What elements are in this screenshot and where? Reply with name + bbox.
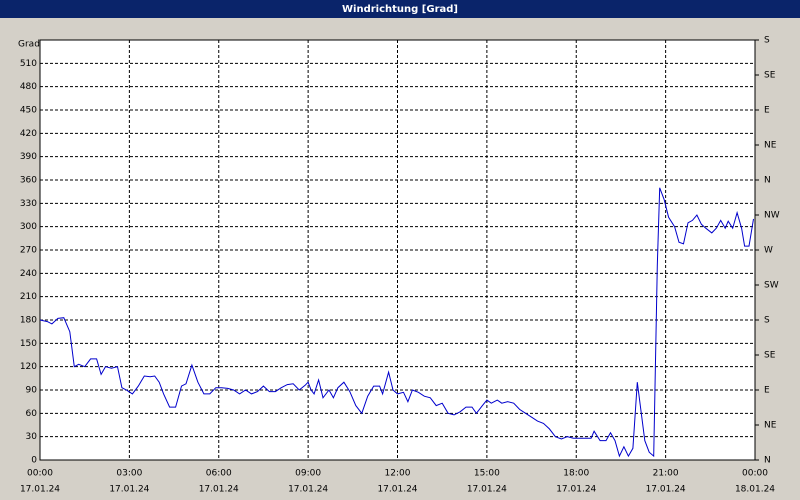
y2-tick-label: SE — [764, 351, 776, 361]
x-tick-date: 17.01.24 — [467, 485, 507, 495]
y-tick-label: 510 — [20, 59, 37, 69]
y2-tick-label: S — [764, 36, 770, 46]
y-tick-label: 0 — [31, 456, 37, 466]
x-tick-label: 06:00 — [206, 469, 232, 479]
y-tick-label: 420 — [20, 129, 37, 139]
x-tick-label: 18:00 — [563, 469, 589, 479]
y2-tick-label: NW — [764, 211, 780, 221]
title-bar — [0, 0, 800, 18]
x-tick-date: 17.01.24 — [646, 485, 686, 495]
x-tick-label: 12:00 — [385, 469, 411, 479]
y2-tick-label: N — [764, 456, 771, 466]
data-line — [39, 187, 754, 458]
y2-tick-label: E — [764, 106, 770, 116]
y-tick-label: 450 — [20, 106, 37, 116]
y2-tick-label: W — [764, 246, 773, 256]
chart-title: Windrichtung [Grad] — [342, 4, 458, 15]
x-tick-label: 00:00 — [27, 469, 53, 479]
y2-tick-label: N — [764, 176, 771, 186]
x-tick-label: 09:00 — [295, 469, 321, 479]
x-tick-label: 21:00 — [653, 469, 679, 479]
y2-tick-label: SE — [764, 71, 776, 81]
y-tick-label: 180 — [20, 316, 37, 326]
y-tick-label: 480 — [20, 82, 37, 92]
y2-tick-label: NE — [764, 141, 777, 151]
y-tick-label: 240 — [20, 269, 37, 279]
x-tick-label: 00:00 — [742, 469, 768, 479]
x-tick-date: 17.01.24 — [288, 485, 328, 495]
y-tick-label: 360 — [20, 176, 37, 186]
y-tick-label: 150 — [20, 339, 37, 349]
y-tick-label: 120 — [20, 362, 37, 372]
y2-tick-label: S — [764, 316, 770, 326]
y-tick-label: 60 — [26, 409, 38, 419]
x-tick-date: 17.01.24 — [377, 485, 417, 495]
x-tick-date: 17.01.24 — [20, 485, 60, 495]
y-tick-label: 30 — [26, 432, 38, 442]
y-tick-label: 270 — [20, 246, 37, 256]
y-tick-label: 390 — [20, 152, 37, 162]
x-tick-date: 17.01.24 — [109, 485, 149, 495]
y2-tick-label: E — [764, 386, 770, 396]
x-tick-date: 17.01.24 — [199, 485, 239, 495]
y-axis-label: Grad — [18, 40, 40, 50]
y2-tick-label: SW — [764, 281, 779, 291]
y-tick-label: 90 — [26, 386, 38, 396]
y-tick-label: 300 — [20, 222, 37, 232]
y-tick-label: 330 — [20, 199, 37, 209]
x-tick-date: 17.01.24 — [556, 485, 596, 495]
y2-tick-label: NE — [764, 421, 777, 431]
x-tick-label: 15:00 — [474, 469, 500, 479]
x-tick-date: 18.01.24 — [735, 485, 775, 495]
x-tick-label: 03:00 — [116, 469, 142, 479]
y-tick-label: 210 — [20, 292, 37, 302]
